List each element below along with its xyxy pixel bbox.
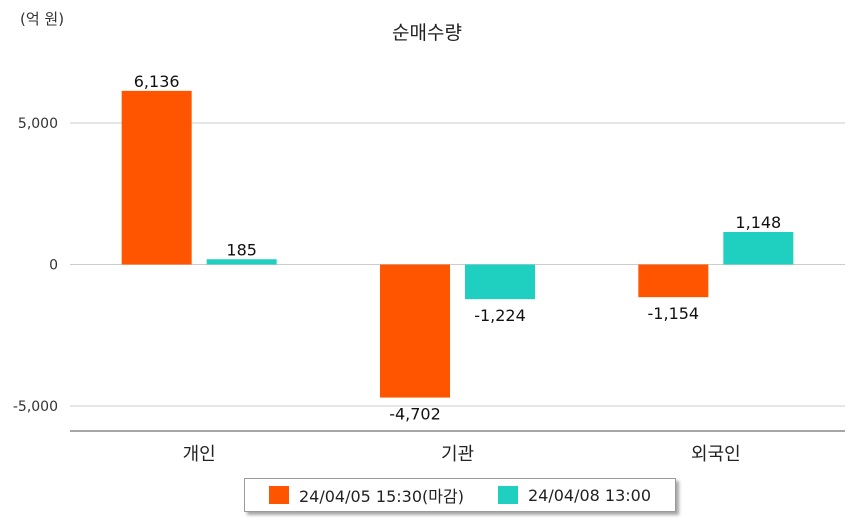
bar-series-2[interactable] [723, 232, 794, 265]
bar-series-1[interactable] [121, 90, 192, 265]
legend-item-series-1[interactable]: 24/04/05 15:30(마감) [268, 483, 464, 507]
legend-swatch-series-2 [497, 486, 518, 504]
legend: 24/04/05 15:30(마감) 24/04/08 13:00 [244, 478, 676, 512]
x-tick-label: 외국인 [691, 444, 741, 465]
chart-title: 순매수량 [392, 22, 462, 44]
data-label: 1,148 [735, 213, 781, 232]
bar-series-1[interactable] [638, 264, 709, 298]
legend-item-series-2[interactable]: 24/04/08 13:00 [497, 485, 652, 505]
legend-label-series-1: 24/04/05 15:30(마감) [298, 487, 464, 506]
bar-series-2[interactable] [465, 264, 535, 300]
data-label: 6,136 [134, 72, 180, 91]
x-tick-label: 개인 [183, 444, 216, 465]
x-tick-label: 기관 [441, 444, 474, 465]
legend-swatch-series-1 [268, 486, 289, 504]
y-tick-label: -5,000 [13, 399, 58, 415]
bar-series-2[interactable] [206, 259, 277, 265]
y-tick-label: 0 [49, 258, 58, 274]
y-unit-label: (억 원) [20, 10, 65, 28]
legend-label-series-2: 24/04/08 13:00 [527, 485, 652, 505]
y-tick-label: 5,000 [18, 116, 58, 132]
bar-series-1[interactable] [380, 264, 450, 398]
data-label: -1,154 [648, 304, 700, 323]
data-label: -4,702 [389, 405, 441, 424]
data-label: -1,224 [474, 306, 526, 325]
data-label: 185 [226, 240, 257, 259]
